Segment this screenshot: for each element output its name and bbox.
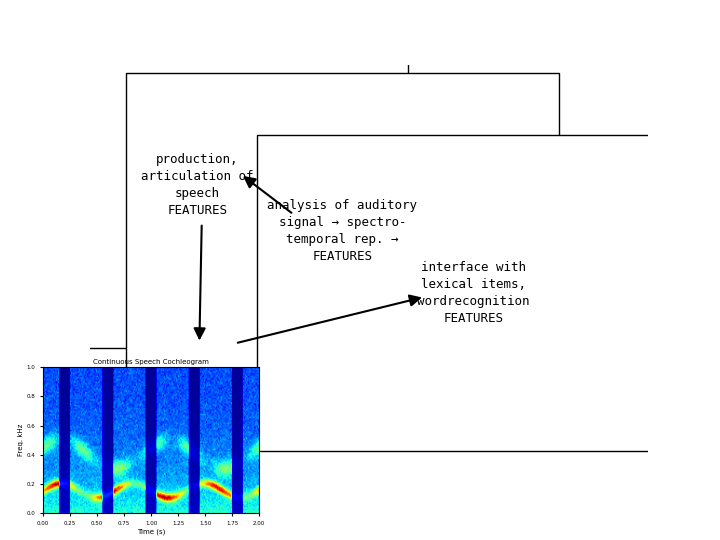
Text: interface with
lexical items,
wordrecognition
FEATURES: interface with lexical items, wordrecogn… [418, 261, 530, 326]
FancyBboxPatch shape [258, 136, 690, 451]
Text: analysis of auditory
signal → spectro-
temporal rep. →
FEATURES: analysis of auditory signal → spectro- t… [268, 199, 418, 263]
Text: production,
articulation of
speech
FEATURES: production, articulation of speech FEATU… [141, 153, 253, 218]
FancyBboxPatch shape [126, 73, 559, 389]
Title: Continuous Speech Cochleogram: Continuous Speech Cochleogram [94, 360, 209, 366]
X-axis label: Time (s): Time (s) [137, 529, 166, 535]
FancyBboxPatch shape [0, 23, 408, 348]
Y-axis label: Freq. kHz: Freq. kHz [18, 424, 24, 456]
